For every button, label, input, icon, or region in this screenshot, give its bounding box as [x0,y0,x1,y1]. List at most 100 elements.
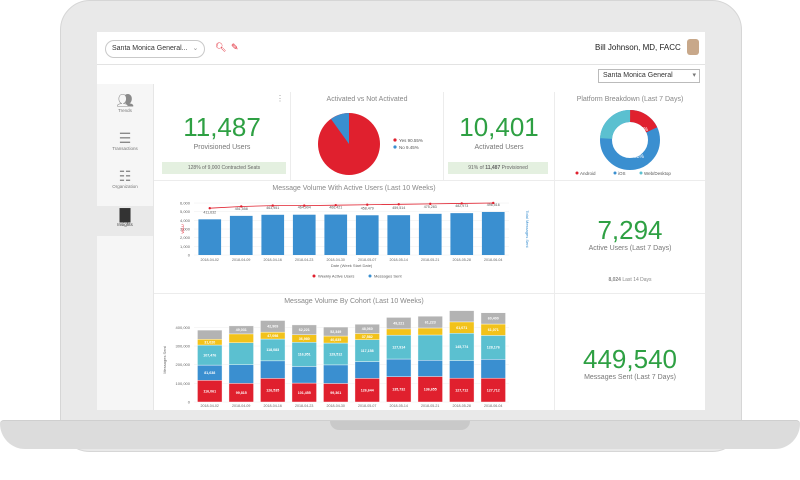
stacked-bar-segment [386,317,412,330]
x-tick-label: 2018-04-23 [295,404,313,408]
stacked-bar-segment [480,359,506,379]
activated-note-prefix: 91% of [468,165,484,171]
bar-messages-sent [324,214,348,255]
facility-select-value: Santa Monica General [603,72,673,79]
sidebar-item-organization[interactable]: ☷ Organization [97,168,153,198]
donut-label-ios: 58% [634,154,645,160]
active-users-note: 8,024 Last 14 Days [555,277,705,283]
active-users-label: Active Users (Last 7 Days) [588,245,672,252]
data-label: 459,514 [392,206,405,210]
platform-donut-chart: 24% 18% 58% Android iOS Web/Desktop [575,110,671,176]
stacked-bar-segment [386,358,412,377]
data-label: 40,835 [330,338,341,342]
bar-messages-sent [355,215,379,255]
bar-chart-icon: ▇ [119,206,131,222]
x-tick-label: 2018-04-09 [232,258,250,262]
point-weekly-active-users [460,202,463,205]
activated-label: Activated Users [474,144,524,151]
stacked-bar-segment [417,315,443,329]
platform-panel: Platform Breakdown (Last 7 Days) 24% 18%… [555,92,705,181]
point-weekly-active-users [303,204,306,207]
donut-label-web: 24% [616,132,627,138]
stacked-bar-segment [449,360,475,379]
avatar[interactable] [687,39,699,55]
data-label: 464,904 [298,206,311,210]
activated-pie-title: Activated vs Not Activated [326,96,408,103]
stacked-bar-segment [197,329,223,340]
y-tick-label: 400,000 [176,325,191,330]
message-volume-title: Message Volume With Active Users (Last 1… [272,185,436,192]
provisioned-panel: ⋮ 11,487 Provisioned Users 128% of 9,000… [154,92,291,181]
more-icon[interactable]: ⋮ [276,94,284,103]
bar-messages-sent [450,213,474,255]
org-chart-icon: ☷ [118,168,132,184]
sidebar-item-trends[interactable]: 👥︎ Trends [97,92,153,122]
laptop-notch [330,421,470,430]
dropdown-arrow-icon: ▾ [692,72,696,79]
stacked-bar-segment [449,310,475,323]
x-tick-label: 2018-04-02 [201,258,219,262]
legend-dot-ios [613,171,617,175]
location-label: Santa Monica General... [112,45,188,52]
search-icon[interactable]: 🔍︎ [215,42,227,52]
cohort-chart: 400,000 300,000 200,000 100,000 0 Messages Se… [162,310,509,408]
provisioned-note: 128% of 9,000 Contracted Seats [162,162,286,174]
legend-android: Android [580,171,596,176]
stacked-bar-segment [417,327,443,336]
data-label: 126,644 [361,388,374,392]
location-dropdown[interactable]: Santa Monica General... ⌄ [105,40,206,58]
stacked-bar-segment [386,328,412,336]
facility-select[interactable]: Santa Monica General ▾ [598,69,700,83]
stacked-bar-segment [417,334,443,361]
stacked-bar-segment [323,326,349,337]
y-tick-label: 0 [188,400,191,405]
sidebar-item-transactions[interactable]: ☰ Transactions [97,130,153,160]
data-label: 117,158 [361,349,374,353]
stacked-bar-segment [386,376,412,403]
stacked-bar-segment [260,360,286,379]
data-label: 136,655 [424,388,437,392]
data-label: 126,535 [266,388,279,392]
legend-dot-messages [368,274,372,278]
data-label: 61,071 [488,328,499,332]
provisioned-value: 11,487 [183,112,261,142]
x-tick-label: 2018-04-16 [264,258,282,262]
legend-ios: iOS [618,171,626,176]
line-weekly-active-users [209,202,494,209]
message-volume-panel: Message Volume With Active Users (Last 1… [154,181,555,294]
bar-messages-sent [229,215,253,255]
stacked-bar-segment [449,333,475,361]
x-tick-label: 2018-05-07 [358,404,376,408]
y-tick-label: 3,000 [180,227,191,232]
data-label: 127,712 [487,388,500,392]
people-icon: 👥︎ [116,92,134,108]
database-icon: ☰ [118,130,132,146]
active-users-note-label: Last 14 Days [622,277,652,283]
stacked-bar-segment [228,364,254,384]
active-users-note-value: 8,024 [608,277,621,283]
stacked-bar-segment [228,325,254,335]
y-tick-label: 1,000 [180,244,191,249]
edit-icon[interactable]: ✎ [231,42,239,52]
y-tick-label: 100,000 [176,381,191,386]
data-label: 411,632 [203,210,216,214]
point-weekly-active-users [240,205,243,208]
point-weekly-active-users [397,203,400,206]
data-label: 116,061 [203,389,216,393]
data-label: 99,361 [330,391,341,395]
stacked-bar-segment [323,364,349,384]
data-label: 466,421 [329,206,342,210]
x-tick-label: 2018-04-09 [232,404,250,408]
messages-sent-label: Messages Sent (Last 7 Days) [584,374,676,381]
legend-no: No 9.45% [399,145,419,150]
data-label: 127,914 [392,345,405,349]
y-axis-label: WAU [180,224,185,233]
point-weekly-active-users [429,202,432,206]
x-tick-label: 2018-05-28 [453,404,471,408]
x-tick-label: 2018-05-14 [390,404,408,408]
bar-messages-sent [387,215,411,255]
activated-note-suffix: Provisioned [501,165,528,171]
sidebar-item-insights[interactable]: ▇ Insights [97,206,153,236]
sidebar-item-label: Transactions [112,146,138,151]
data-label: 37,582 [362,335,373,339]
